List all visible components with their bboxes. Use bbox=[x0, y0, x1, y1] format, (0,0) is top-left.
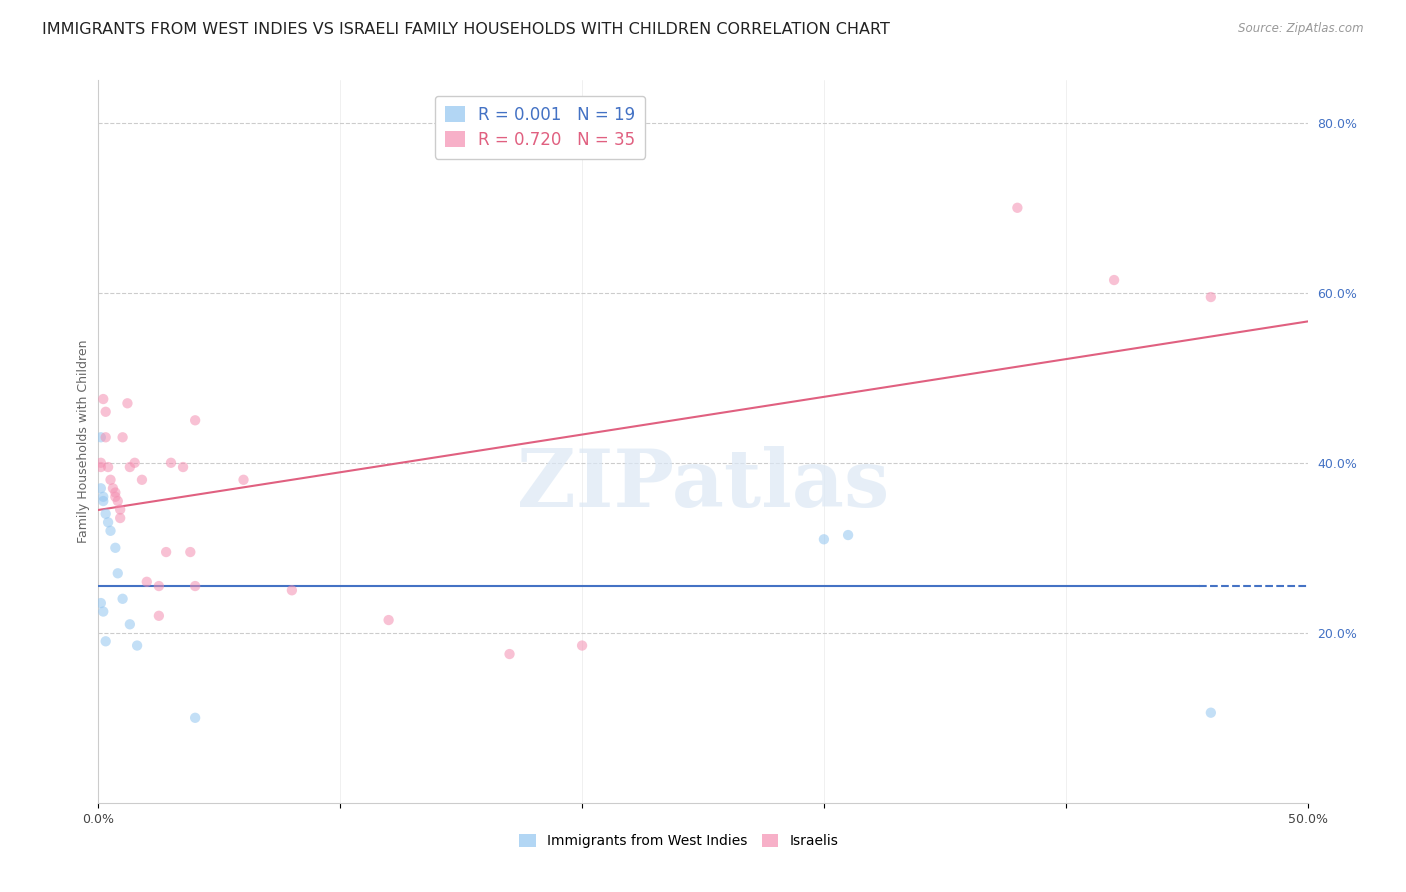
Point bbox=[101, 481, 124, 495]
Point bbox=[108, 502, 131, 516]
Point bbox=[124, 456, 146, 470]
Point bbox=[184, 413, 207, 427]
Text: IMMIGRANTS FROM WEST INDIES VS ISRAELI FAMILY HOUSEHOLDS WITH CHILDREN CORRELATI: IMMIGRANTS FROM WEST INDIES VS ISRAELI F… bbox=[42, 22, 890, 37]
Point bbox=[172, 460, 194, 475]
Point bbox=[104, 485, 127, 500]
Point bbox=[90, 596, 112, 610]
Point bbox=[571, 639, 593, 653]
Point bbox=[111, 430, 134, 444]
Point bbox=[94, 405, 117, 419]
Point bbox=[184, 711, 207, 725]
Point bbox=[100, 473, 122, 487]
Point bbox=[131, 473, 153, 487]
Point bbox=[91, 490, 114, 504]
Y-axis label: Family Households with Children: Family Households with Children bbox=[77, 340, 90, 543]
Point bbox=[91, 605, 114, 619]
Point bbox=[91, 494, 114, 508]
Point bbox=[498, 647, 520, 661]
Point bbox=[94, 634, 117, 648]
Point bbox=[281, 583, 304, 598]
Point bbox=[100, 524, 122, 538]
Point bbox=[90, 460, 112, 475]
Text: Source: ZipAtlas.com: Source: ZipAtlas.com bbox=[1239, 22, 1364, 36]
Point bbox=[155, 545, 177, 559]
Point bbox=[118, 460, 141, 475]
Point bbox=[108, 511, 131, 525]
Point bbox=[377, 613, 399, 627]
Point bbox=[148, 608, 170, 623]
Point bbox=[94, 507, 117, 521]
Point bbox=[94, 430, 117, 444]
Point bbox=[97, 516, 120, 530]
Point bbox=[1199, 290, 1222, 304]
Point bbox=[179, 545, 201, 559]
Point bbox=[184, 579, 207, 593]
Text: ZIPatlas: ZIPatlas bbox=[517, 446, 889, 524]
Point bbox=[127, 639, 149, 653]
Point bbox=[160, 456, 183, 470]
Point bbox=[232, 473, 254, 487]
Point bbox=[90, 430, 112, 444]
Point bbox=[104, 490, 127, 504]
Point bbox=[1102, 273, 1125, 287]
Point bbox=[107, 494, 129, 508]
Point bbox=[118, 617, 141, 632]
Point bbox=[90, 456, 112, 470]
Point bbox=[104, 541, 127, 555]
Legend: Immigrants from West Indies, Israelis: Immigrants from West Indies, Israelis bbox=[515, 828, 844, 854]
Point bbox=[90, 481, 112, 495]
Point bbox=[135, 574, 157, 589]
Point bbox=[111, 591, 134, 606]
Point bbox=[97, 460, 120, 475]
Point bbox=[91, 392, 114, 406]
Point bbox=[837, 528, 859, 542]
Point bbox=[1199, 706, 1222, 720]
Point bbox=[148, 579, 170, 593]
Point bbox=[107, 566, 129, 581]
Point bbox=[813, 533, 835, 547]
Point bbox=[117, 396, 139, 410]
Point bbox=[1007, 201, 1029, 215]
